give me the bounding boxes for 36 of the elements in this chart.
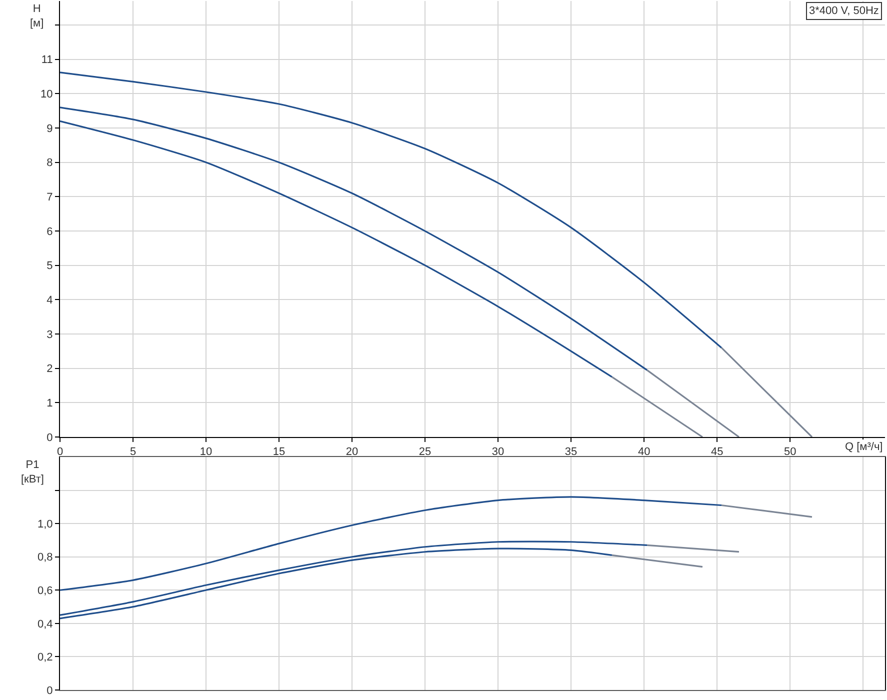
x-tick-label: 40 (638, 446, 650, 458)
y-tick-label: 6 (46, 226, 53, 238)
y-tick-label: 0,4 (38, 618, 53, 630)
x-tick-label: 10 (200, 446, 212, 458)
annotation: 3*400 V, 50Hz (809, 5, 879, 17)
line-series (60, 540, 648, 616)
y-tick-label: 0,6 (38, 584, 53, 597)
x-tick-label: 15 (272, 446, 286, 458)
x-tick-label: 35 (564, 446, 578, 458)
y-tick-label: 0 (46, 432, 53, 444)
y-tick-label: 11 (41, 54, 53, 66)
y-tick-label: 0,2 (38, 652, 53, 664)
x-tick-label: 30 (492, 446, 504, 458)
y-tick-label: 10 (40, 88, 53, 101)
y-axis-title: P1 [кВт] (21, 459, 44, 486)
y-tick-label: 0,8 (38, 552, 53, 564)
y-tick-label: 1,0 (38, 518, 53, 530)
x-tick-label: 5 (130, 446, 136, 458)
x-tick-label: 45 (710, 446, 724, 458)
y-tick-label: 8 (46, 157, 53, 170)
line-series (60, 72, 722, 349)
y-tick-label: 0 (46, 684, 53, 697)
x-axis-title: Q [м³/ч] (845, 441, 883, 453)
y-axis-title: H [м] (30, 3, 44, 30)
x-tick-label: 25 (418, 446, 432, 458)
y-tick-label: 1 (46, 398, 53, 410)
y-tick-label: 9 (46, 122, 53, 135)
line-series (60, 496, 722, 591)
y-tick-label: 4 (46, 294, 53, 307)
y-tick-label: 7 (46, 192, 53, 204)
y-tick-label: 2 (46, 363, 53, 376)
x-tick-label: 20 (346, 446, 358, 458)
y-tick-label: 3 (46, 328, 53, 341)
x-tick-label: 50 (784, 446, 796, 458)
x-tick-label: 0 (56, 446, 64, 458)
y-tick-label: 5 (46, 260, 53, 272)
